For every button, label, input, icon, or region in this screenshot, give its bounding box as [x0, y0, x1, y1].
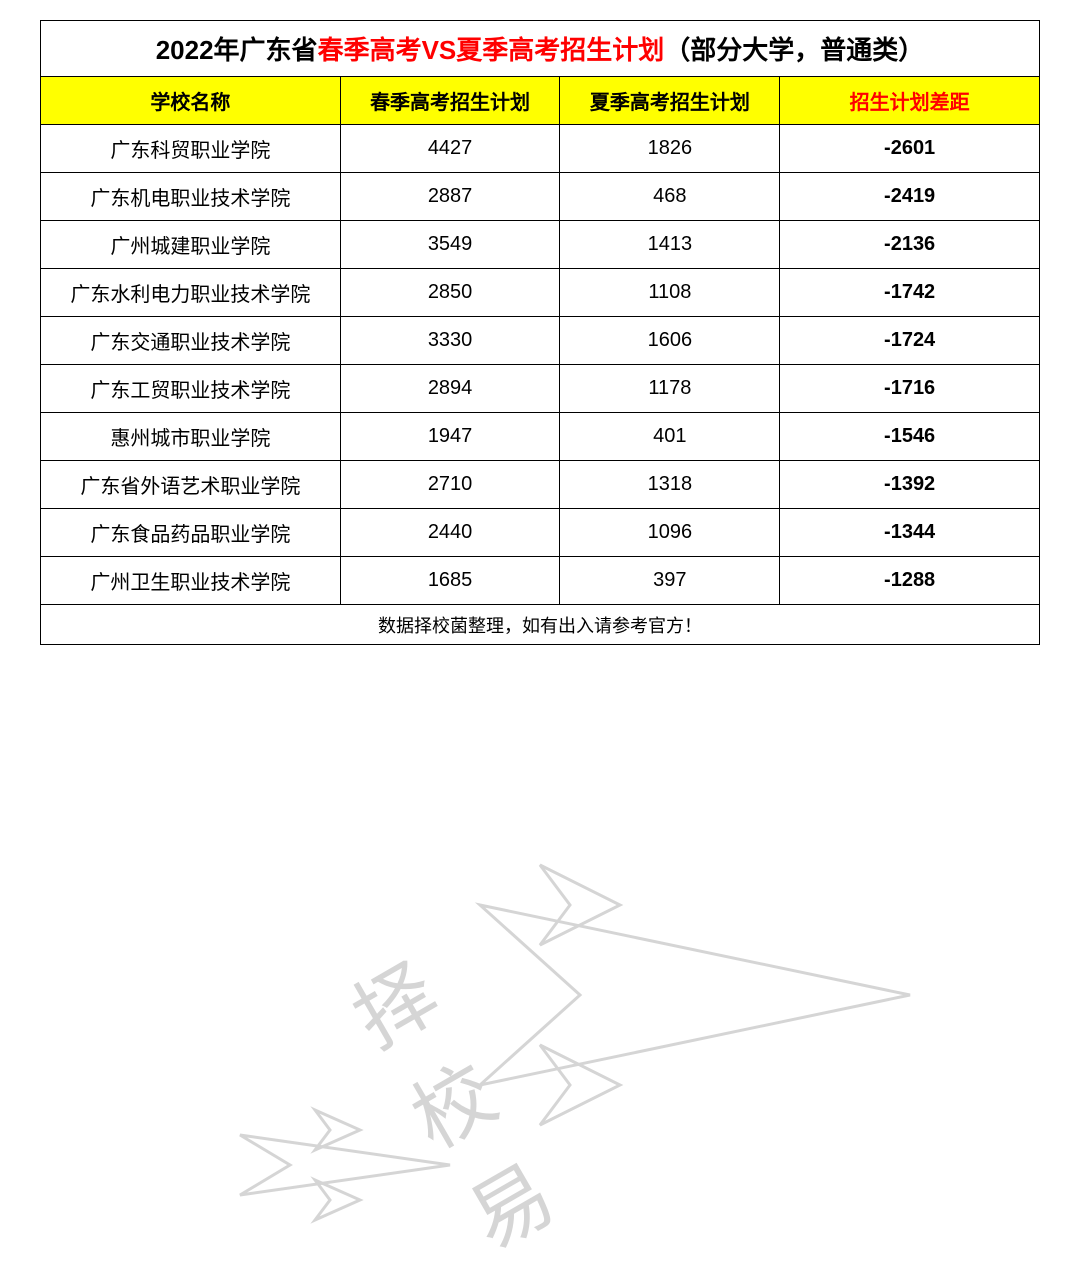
- cell-diff: -1344: [780, 509, 1040, 557]
- header-summer: 夏季高考招生计划: [560, 77, 780, 125]
- table-row: 广东机电职业技术学院2887468-2419: [41, 173, 1040, 221]
- footer-text: 数据择校菌整理，如有出入请参考官方！: [41, 605, 1040, 645]
- cell-spring: 2440: [340, 509, 560, 557]
- header-spring: 春季高考招生计划: [340, 77, 560, 125]
- cell-summer: 1413: [560, 221, 780, 269]
- title-part2: 春季高考VS夏季高考招生计划: [318, 35, 665, 65]
- cell-diff: -1742: [780, 269, 1040, 317]
- cell-school: 广东机电职业技术学院: [41, 173, 341, 221]
- cell-summer: 401: [560, 413, 780, 461]
- cell-diff: -2419: [780, 173, 1040, 221]
- enrollment-table: 2022年广东省春季高考VS夏季高考招生计划（部分大学，普通类） 学校名称 春季…: [40, 20, 1040, 645]
- table-row: 广东科贸职业学院44271826-2601: [41, 125, 1040, 173]
- cell-spring: 3330: [340, 317, 560, 365]
- header-school: 学校名称: [41, 77, 341, 125]
- watermark-arrow-big-icon: [460, 845, 960, 1145]
- cell-diff: -1392: [780, 461, 1040, 509]
- header-row: 学校名称 春季高考招生计划 夏季高考招生计划 招生计划差距: [41, 77, 1040, 125]
- cell-spring: 1685: [340, 557, 560, 605]
- title-part1: 2022年广东省: [156, 35, 318, 65]
- cell-summer: 1318: [560, 461, 780, 509]
- table-row: 广东交通职业技术学院33301606-1724: [41, 317, 1040, 365]
- title-part3: （部分大学，普通类）: [664, 35, 924, 65]
- cell-summer: 1826: [560, 125, 780, 173]
- cell-school: 广州城建职业学院: [41, 221, 341, 269]
- cell-spring: 2887: [340, 173, 560, 221]
- table-row: 广东省外语艺术职业学院27101318-1392: [41, 461, 1040, 509]
- watermark-text: 择校易: [329, 926, 579, 1271]
- watermark-arrow-small-icon: [230, 1105, 470, 1225]
- table-row: 广东工贸职业技术学院28941178-1716: [41, 365, 1040, 413]
- cell-school: 广东科贸职业学院: [41, 125, 341, 173]
- cell-summer: 1178: [560, 365, 780, 413]
- cell-diff: -1724: [780, 317, 1040, 365]
- cell-summer: 1108: [560, 269, 780, 317]
- table-row: 广东水利电力职业技术学院28501108-1742: [41, 269, 1040, 317]
- cell-school: 广东水利电力职业技术学院: [41, 269, 341, 317]
- cell-spring: 2710: [340, 461, 560, 509]
- cell-spring: 2894: [340, 365, 560, 413]
- cell-spring: 1947: [340, 413, 560, 461]
- cell-school: 广州卫生职业技术学院: [41, 557, 341, 605]
- cell-spring: 3549: [340, 221, 560, 269]
- cell-diff: -2601: [780, 125, 1040, 173]
- cell-school: 广东省外语艺术职业学院: [41, 461, 341, 509]
- cell-diff: -1288: [780, 557, 1040, 605]
- table-body: 广东科贸职业学院44271826-2601广东机电职业技术学院2887468-2…: [41, 125, 1040, 605]
- cell-school: 惠州城市职业学院: [41, 413, 341, 461]
- table-title: 2022年广东省春季高考VS夏季高考招生计划（部分大学，普通类）: [41, 21, 1040, 77]
- cell-school: 广东食品药品职业学院: [41, 509, 341, 557]
- cell-spring: 4427: [340, 125, 560, 173]
- table-container: 2022年广东省春季高考VS夏季高考招生计划（部分大学，普通类） 学校名称 春季…: [40, 20, 1040, 645]
- table-row: 惠州城市职业学院1947401-1546: [41, 413, 1040, 461]
- cell-spring: 2850: [340, 269, 560, 317]
- header-diff: 招生计划差距: [780, 77, 1040, 125]
- cell-summer: 397: [560, 557, 780, 605]
- footer-row: 数据择校菌整理，如有出入请参考官方！: [41, 605, 1040, 645]
- cell-diff: -2136: [780, 221, 1040, 269]
- cell-school: 广东工贸职业技术学院: [41, 365, 341, 413]
- cell-diff: -1716: [780, 365, 1040, 413]
- cell-summer: 468: [560, 173, 780, 221]
- cell-summer: 1096: [560, 509, 780, 557]
- table-row: 广州城建职业学院35491413-2136: [41, 221, 1040, 269]
- cell-school: 广东交通职业技术学院: [41, 317, 341, 365]
- cell-summer: 1606: [560, 317, 780, 365]
- table-row: 广东食品药品职业学院24401096-1344: [41, 509, 1040, 557]
- title-row: 2022年广东省春季高考VS夏季高考招生计划（部分大学，普通类）: [41, 21, 1040, 77]
- cell-diff: -1546: [780, 413, 1040, 461]
- table-row: 广州卫生职业技术学院1685397-1288: [41, 557, 1040, 605]
